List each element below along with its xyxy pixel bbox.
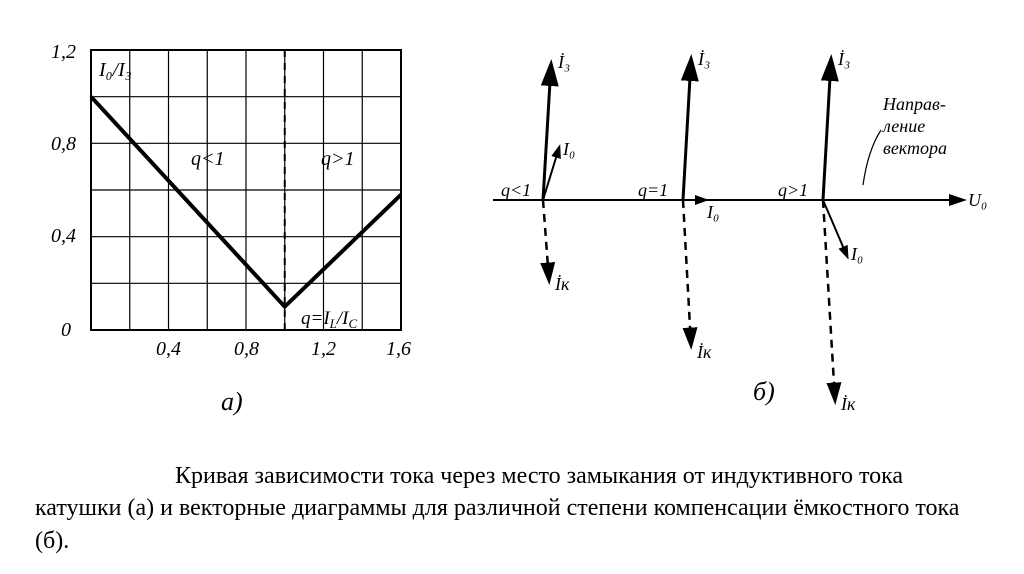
q-label-2: q=1 <box>638 180 668 200</box>
vector-group-2: İ₃ İк I₀ q=1 <box>638 49 719 362</box>
q-label-3: q>1 <box>778 180 808 200</box>
vector-panel-b: U₀ İ₃ İк I₀ q<1 İ₃ <box>463 10 1003 455</box>
i3-label-3: İ₃ <box>837 49 850 69</box>
subplot-label-b: б) <box>753 377 775 406</box>
ytick-3: 1,2 <box>51 41 76 63</box>
side-label-2: ление <box>882 116 925 136</box>
ytick-1: 0,4 <box>51 225 76 247</box>
xtick-3: 1,6 <box>386 338 411 360</box>
vector-group-1: İ₃ İк I₀ q<1 <box>501 52 575 294</box>
ik-label-2: İк <box>696 342 712 362</box>
axis-label-u0: U₀ <box>968 190 987 210</box>
ytick-2: 0,8 <box>51 133 76 155</box>
line-chart: 0 0,4 0,8 1,2 0,4 0,8 1,2 1,6 I₀/I₃ q=IL… <box>21 10 441 440</box>
ik-label-3: İк <box>840 394 856 414</box>
ytick-0: 0 <box>61 319 71 341</box>
xtick-2: 1,2 <box>311 338 336 360</box>
side-label-3: вектора <box>883 138 947 158</box>
q-label-1: q<1 <box>501 180 531 200</box>
side-label-1: Направ- <box>882 94 946 114</box>
figure-caption: Кривая зависимости тока через место замы… <box>10 455 1014 567</box>
xtick-1: 0,8 <box>234 338 259 360</box>
i3-label-2: İ₃ <box>697 49 710 69</box>
caption-text: Кривая зависимости тока через место замы… <box>35 463 959 554</box>
chart-panel-a: 0 0,4 0,8 1,2 0,4 0,8 1,2 1,6 I₀/I₃ q=IL… <box>21 10 441 445</box>
region-left: q<1 <box>191 148 225 170</box>
i0-label-1: I₀ <box>562 139 575 159</box>
xtick-0: 0,4 <box>156 338 181 360</box>
ik-label-1: İк <box>554 274 570 294</box>
subplot-label-a: а) <box>221 387 243 416</box>
vector-group-3: İ₃ İк I₀ q>1 <box>778 49 863 414</box>
region-right: q>1 <box>321 148 355 170</box>
i0-label-3: I₀ <box>850 244 863 264</box>
ylabel: I₀/I₃ <box>98 59 132 81</box>
i0-label-2: I₀ <box>706 202 719 222</box>
i3-label-1: İ₃ <box>557 52 570 72</box>
vector-diagram: U₀ İ₃ İк I₀ q<1 İ₃ <box>463 10 1003 450</box>
xlabel: q=IL/IC <box>301 308 358 331</box>
